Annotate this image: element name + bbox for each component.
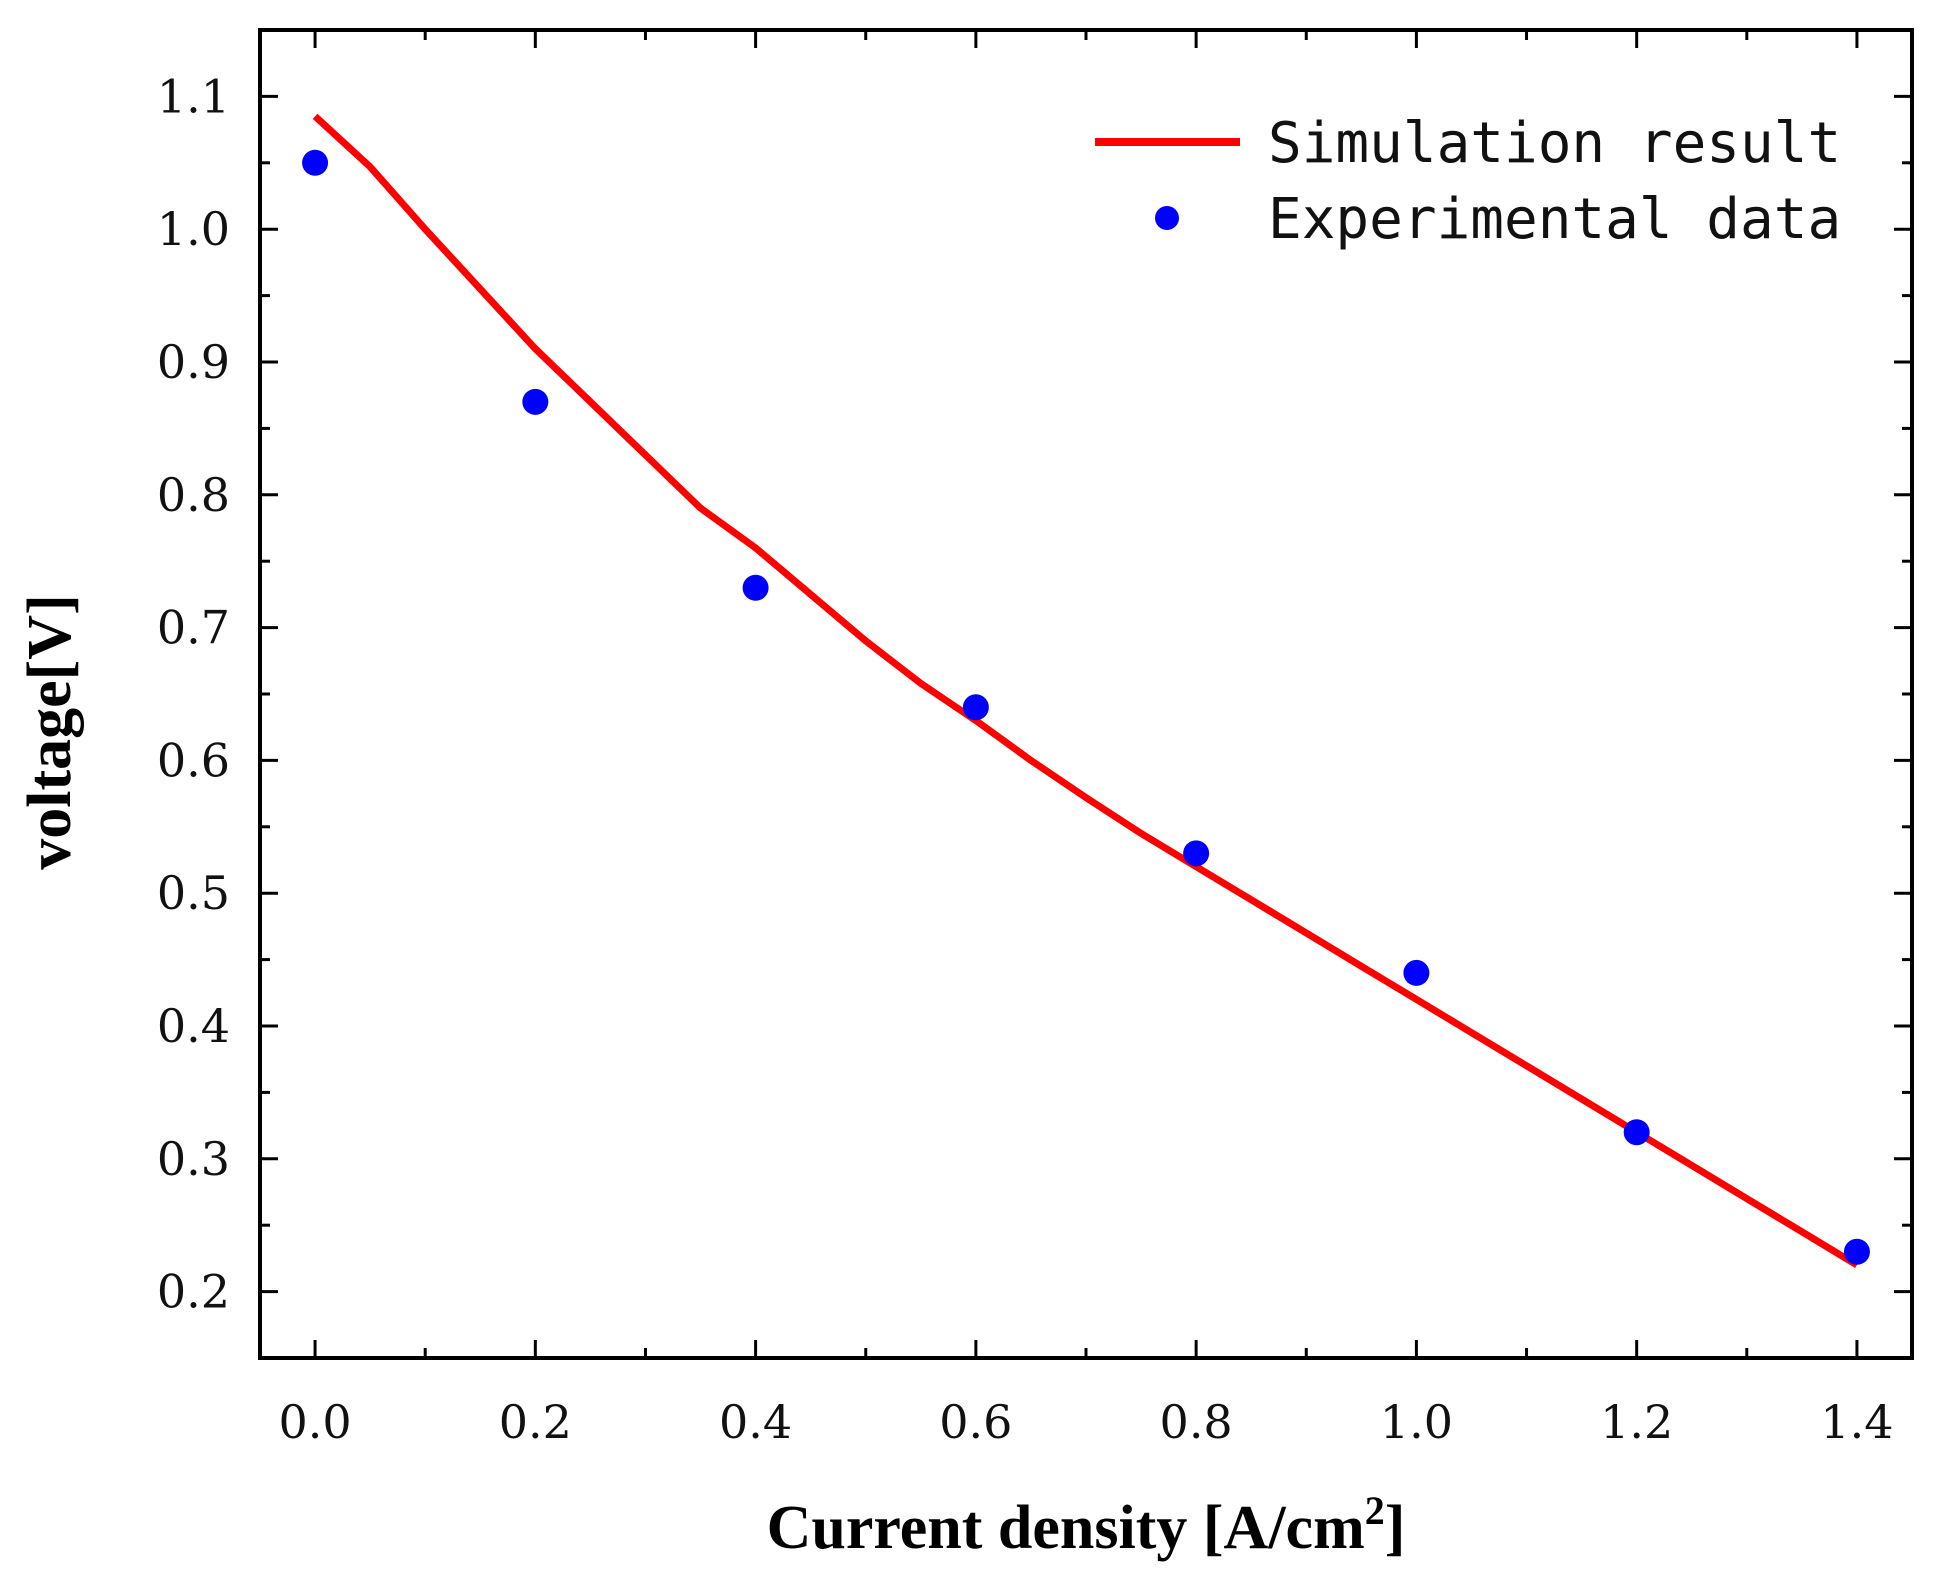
x-tick-label: 0.8: [1160, 1395, 1233, 1449]
experimental-point: [1623, 1119, 1650, 1146]
legend-label-simulation: Simulation result: [1268, 111, 1841, 176]
legend-label-experimental: Experimental data: [1268, 187, 1841, 252]
x-tick-label: 1.0: [1380, 1395, 1453, 1449]
y-tick-label: 0.2: [157, 1265, 230, 1319]
y-tick-label: 1.1: [157, 69, 230, 123]
x-tick-label: 0.2: [499, 1395, 572, 1449]
x-tick-label: 0.6: [939, 1395, 1012, 1449]
y-tick-label: 0.5: [157, 866, 230, 920]
x-axis-title-superscript: 2: [1365, 1488, 1385, 1533]
y-tick-label: 1.0: [157, 202, 230, 256]
simulation-line: [312, 113, 1859, 1268]
simulation-series: [312, 113, 1859, 1268]
x-axis-title: Current density [A/cm2]: [767, 1488, 1406, 1562]
x-axis-title-end: ]: [1385, 1494, 1406, 1562]
experimental-point: [522, 388, 549, 415]
legend: Simulation result Experimental data: [1095, 111, 1841, 252]
x-tick-label: 1.4: [1820, 1395, 1893, 1449]
y-tick-label: 0.3: [157, 1132, 230, 1186]
x-tick-labels: 0.0 0.2 0.4 0.6 0.8 1.0 1.2 1.4: [278, 1395, 1893, 1449]
experimental-point: [302, 149, 329, 176]
y-axis-title: voltage[V]: [16, 594, 84, 869]
y-tick-label: 0.7: [157, 601, 230, 655]
legend-marker-swatch: [1155, 206, 1179, 230]
y-tick-label: 0.8: [157, 468, 230, 522]
y-tick-label: 0.6: [157, 733, 230, 787]
x-tick-label: 1.2: [1600, 1395, 1673, 1449]
experimental-point: [962, 694, 989, 721]
experimental-point: [1183, 840, 1210, 867]
y-tick-label: 0.4: [157, 999, 230, 1053]
axis-ticks: [260, 30, 1912, 1358]
experimental-series: [302, 149, 1870, 1265]
y-tick-label: 0.9: [157, 335, 230, 389]
experimental-point: [1403, 959, 1430, 986]
x-tick-label: 0.0: [278, 1395, 351, 1449]
experimental-point: [1843, 1238, 1870, 1265]
y-tick-labels: 0.2 0.3 0.4 0.5 0.6 0.7 0.8 0.9 1.0 1.1: [157, 69, 230, 1318]
x-tick-label: 0.4: [719, 1395, 792, 1449]
experimental-point: [742, 574, 769, 601]
